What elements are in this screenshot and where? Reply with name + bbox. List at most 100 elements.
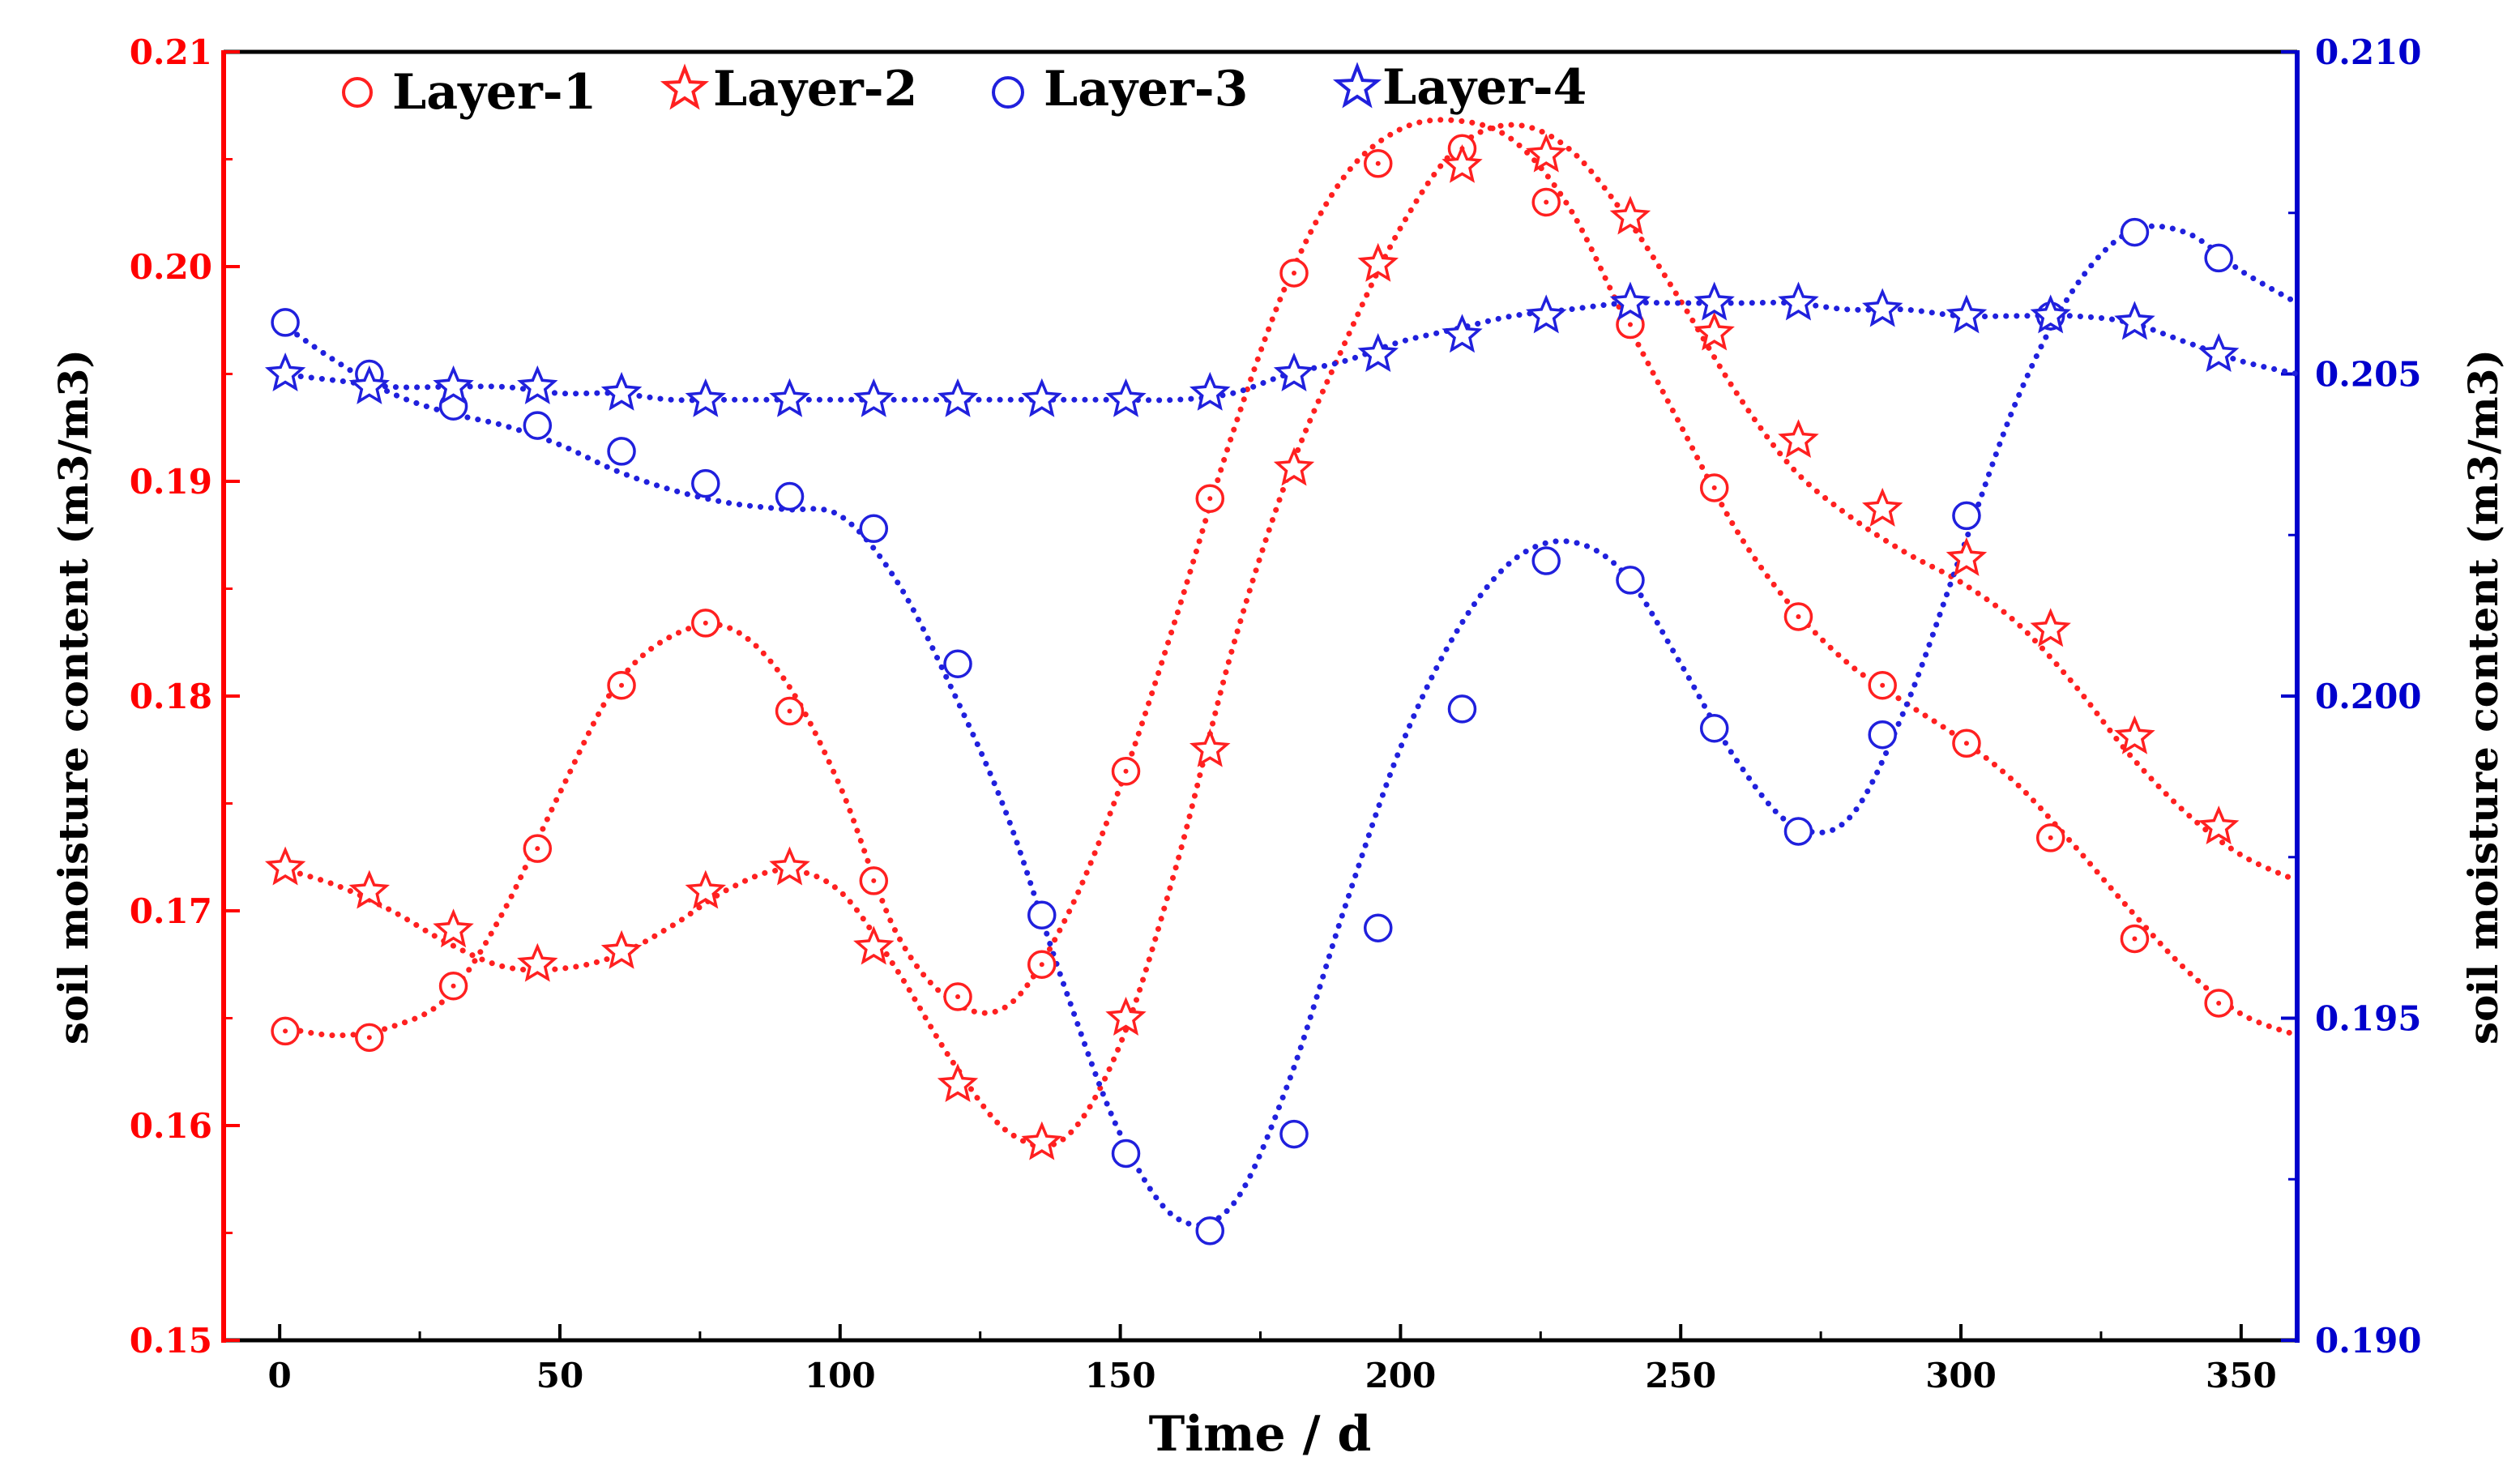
marker-dot-layer-1 <box>619 682 625 688</box>
fit-curve-layer-2 <box>276 122 2300 1149</box>
marker-dot-layer-1 <box>1627 322 1633 327</box>
marker-dot-layer-1 <box>1039 962 1044 968</box>
marker-layer-4 <box>769 378 810 417</box>
left-y-tick-label: 0.20 <box>130 247 212 287</box>
x-tick-label: 0 <box>268 1356 292 1395</box>
marker-layer-4 <box>2030 294 2071 334</box>
marker-layer-3 <box>943 649 972 678</box>
left-y-axis-label: soil moisture content (m3/m3) <box>49 349 97 1045</box>
marker-dot-layer-1 <box>871 878 877 883</box>
marker-layer-4 <box>600 371 643 411</box>
marker-layer-3 <box>607 437 636 466</box>
marker-dot-layer-1 <box>703 620 708 626</box>
marker-dot-layer-1 <box>1375 160 1381 166</box>
right-y-axis-label: soil moisture content (m3/m3) <box>2459 349 2507 1045</box>
legend-marker-circle-red <box>342 77 373 108</box>
marker-layer-4 <box>1862 288 1903 327</box>
marker-dot-layer-1 <box>1291 270 1296 276</box>
marker-layer-4 <box>1190 371 1231 411</box>
marker-dot-layer-1 <box>955 994 961 999</box>
right-y-tick-label: 0.205 <box>2315 355 2422 395</box>
left-y-tick-label: 0.16 <box>130 1106 212 1146</box>
legend-item-layer-1: Layer-1 <box>342 64 596 121</box>
marker-layer-3 <box>2204 243 2233 273</box>
legend-label-layer-4: Layer-4 <box>1382 59 1587 116</box>
marker-layer-3 <box>1868 720 1897 750</box>
marker-layer-3 <box>1952 501 1981 531</box>
marker-dot-layer-1 <box>283 1028 288 1034</box>
x-axis-ticks: 0 50 100 150 200 250 300 350 <box>268 1324 2277 1395</box>
marker-dot-layer-1 <box>2132 936 2138 942</box>
left-y-tick-label: 0.18 <box>130 677 212 716</box>
marker-dot-layer-1 <box>2216 1000 2222 1006</box>
marker-dot-layer-1 <box>1796 613 1801 619</box>
legend-item-layer-4: Layer-4 <box>1332 59 1587 116</box>
marker-layer-3 <box>1531 546 1561 575</box>
marker-layer-3 <box>775 481 805 511</box>
marker-layer-4 <box>1946 294 1988 334</box>
marker-layer-2 <box>433 908 474 948</box>
marker-layer-2 <box>1526 133 1567 173</box>
marker-layer-2 <box>348 869 390 909</box>
right-y-tick-label: 0.200 <box>2315 677 2422 716</box>
marker-layer-4 <box>2198 333 2240 373</box>
marker-layer-2 <box>769 846 810 886</box>
right-y-tick-label: 0.195 <box>2315 999 2422 1039</box>
marker-layer-2 <box>2030 608 2071 647</box>
right-y-tick-label: 0.210 <box>2315 32 2422 72</box>
x-tick-label: 250 <box>1645 1356 1716 1395</box>
legend-marker-star-blue <box>1332 62 1382 109</box>
marker-dot-layer-1 <box>2048 835 2053 840</box>
left-y-tick-label: 0.17 <box>130 891 212 931</box>
marker-layer-4 <box>1442 314 1483 353</box>
marker-layer-2 <box>1778 419 1819 459</box>
x-axis-label: Time / d <box>1149 1406 1372 1463</box>
legend-item-layer-3: Layer-3 <box>992 61 1248 117</box>
marker-layer-2 <box>1609 195 1651 235</box>
marker-layer-3 <box>271 308 300 337</box>
marker-dot-layer-1 <box>1963 741 1969 746</box>
left-y-axis-ticks: 0.15 0.16 0.17 0.18 0.19 0.20 0.21 <box>130 32 240 1361</box>
marker-layer-2 <box>2198 805 2240 845</box>
marker-dot-layer-1 <box>1123 768 1129 774</box>
marker-layer-3 <box>1027 900 1057 930</box>
marker-layer-2 <box>517 942 558 982</box>
marker-layer-4 <box>937 378 979 417</box>
marker-dot-layer-1 <box>1880 682 1886 688</box>
marker-layer-4 <box>348 365 390 404</box>
marker-layer-3 <box>1783 817 1813 846</box>
marker-dot-layer-1 <box>1711 485 1717 490</box>
marker-layer-4 <box>853 378 895 417</box>
left-y-tick-label: 0.19 <box>130 462 212 502</box>
marker-dot-layer-1 <box>451 983 456 989</box>
x-tick-label: 100 <box>805 1356 876 1395</box>
legend: Layer-1 Layer-2 Layer-3 Layer-4 <box>342 59 1587 121</box>
marker-layer-2 <box>1190 728 1231 767</box>
x-tick-label: 50 <box>536 1356 583 1395</box>
marker-dot-layer-1 <box>366 1035 372 1040</box>
marker-layer-2 <box>1442 144 1483 183</box>
legend-marker-circle-blue <box>992 76 1024 109</box>
marker-layer-2 <box>1357 242 1399 282</box>
left-y-tick-label: 0.21 <box>130 32 212 72</box>
marker-layer-4 <box>1273 352 1315 391</box>
marker-layer-4 <box>2114 301 2155 340</box>
x-tick-label: 300 <box>1925 1356 1997 1395</box>
marker-dot-layer-1 <box>535 846 540 852</box>
marker-layer-2 <box>1862 487 1903 527</box>
right-y-tick-label: 0.190 <box>2315 1321 2422 1361</box>
legend-label-layer-2: Layer-2 <box>713 61 917 117</box>
marker-dot-layer-1 <box>1544 199 1549 205</box>
marker-layer-4 <box>1021 378 1062 417</box>
marker-layer-3 <box>1111 1139 1141 1169</box>
marker-layer-3 <box>523 411 553 440</box>
marker-layer-3 <box>1699 714 1729 743</box>
marker-layer-2 <box>937 1063 979 1103</box>
marker-layer-3 <box>859 514 889 544</box>
marker-layer-4 <box>1357 333 1399 373</box>
marker-dot-layer-1 <box>1207 496 1213 502</box>
marker-layer-4 <box>1609 281 1651 321</box>
marker-layer-2 <box>1694 311 1735 351</box>
legend-label-layer-3: Layer-3 <box>1044 61 1248 117</box>
